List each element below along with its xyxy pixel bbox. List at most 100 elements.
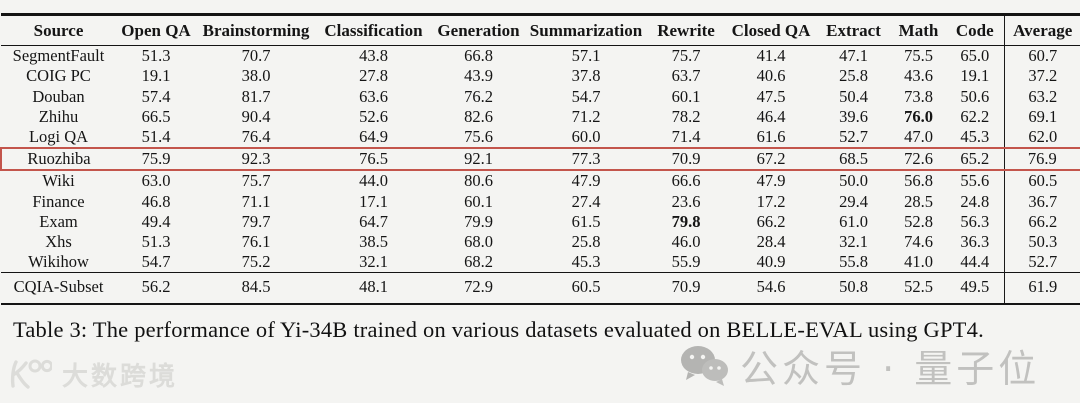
score-cell: 56.2	[116, 272, 196, 304]
score-cell: 75.7	[241, 171, 271, 191]
wechat-icon	[678, 343, 730, 389]
table-row: Exam 49.4 79.7 64.7 79.9 61.5 79.8 66.2 61.0 52.8…	[1, 211, 1080, 233]
score-cell: 60.1	[671, 86, 701, 106]
row-label: Zhihu	[38, 106, 79, 126]
table-body: SegmentFault 51.3 70.7 43.8 66.8 57.1 75.7 41.4…	[0, 45, 1080, 304]
score-cell: 55.6	[960, 171, 990, 191]
score-cell: 79.7	[241, 211, 271, 231]
score-cell: 68.5	[816, 147, 891, 172]
score-cell: 70.9	[646, 147, 726, 172]
score-cell: 61.6	[756, 127, 786, 147]
score-cell: 28.5	[904, 191, 933, 211]
score-cell: 45.3	[960, 127, 990, 147]
score-cell: 49.4	[141, 211, 171, 231]
table-row: Douban 57.4 81.7 63.6 76.2 54.7 60.1 47.5 50.4 73…	[1, 86, 1080, 107]
score-cell: 66.6	[671, 171, 701, 191]
score-cell: 36.3	[960, 232, 990, 252]
score-cell: 65.0	[960, 46, 990, 66]
score-cell: 50.0	[839, 171, 868, 191]
score-cell: 64.9	[359, 127, 388, 147]
score-cell: 39.6	[839, 106, 868, 126]
score-cell: 62.0	[1003, 127, 1080, 149]
score-cell: 50.3	[1003, 232, 1080, 253]
score-cell: 52.8	[904, 211, 933, 231]
score-cell: 73.8	[904, 86, 933, 106]
score-cell: 56.8	[904, 171, 933, 191]
score-cell: 76.2	[464, 86, 493, 106]
score-cell: 52.7	[1003, 252, 1080, 273]
table-row: SegmentFault 51.3 70.7 43.8 66.8 57.1 75.7 41.4…	[1, 45, 1080, 67]
score-cell: 75.9	[116, 147, 196, 172]
watermark-right-text: 公众号 · 量子位	[740, 347, 1041, 391]
column-header: Summarization	[526, 14, 646, 47]
column-header: Closed QA	[726, 14, 816, 47]
score-cell: 70.9	[646, 272, 726, 304]
score-cell: 47.5	[756, 86, 786, 106]
score-cell: 43.9	[464, 66, 493, 86]
score-cell: 43.6	[904, 66, 933, 86]
score-cell: 60.5	[526, 272, 646, 304]
score-cell: 71.1	[241, 191, 271, 211]
column-header: Generation	[431, 14, 526, 47]
score-cell: 81.7	[241, 86, 271, 106]
score-cell: 75.6	[464, 127, 493, 147]
score-cell: 23.6	[671, 191, 701, 211]
table-row: Xhs 51.3 76.1 38.5 68.0 25.8 46.0 28.4 32.1 74.6 3…	[1, 232, 1080, 253]
score-cell: 68.2	[464, 252, 493, 272]
dashu-logo-icon	[8, 358, 52, 392]
score-cell: 40.9	[756, 252, 786, 272]
score-cell: 68.0	[464, 232, 493, 252]
score-cell: 54.6	[726, 272, 816, 304]
score-cell: 76.9	[1003, 147, 1080, 172]
score-cell: 76.4	[241, 127, 271, 147]
score-cell: 65.2	[946, 147, 1004, 172]
score-cell: 27.8	[359, 66, 388, 86]
score-cell: 72.9	[431, 272, 526, 304]
column-header: Code	[946, 14, 1004, 47]
score-cell: 64.7	[359, 211, 388, 231]
score-cell: 51.3	[141, 232, 171, 252]
score-cell: 76.5	[316, 147, 431, 172]
table-row: Ruozhiba 75.9 92.3 76.5 92.1 77.3 70.9 67.2 68.5…	[0, 147, 1080, 172]
score-cell: 37.2	[1003, 66, 1080, 87]
score-cell: 76.1	[241, 232, 271, 252]
score-cell: 47.1	[839, 46, 868, 66]
row-label: Exam	[39, 211, 78, 231]
score-cell: 28.4	[756, 232, 786, 252]
score-cell: 41.0	[904, 252, 933, 272]
column-header: Brainstorming	[196, 14, 316, 47]
score-cell: 52.6	[359, 106, 388, 126]
header-row: Source Open QA Brainstorming Classification…	[1, 14, 1080, 47]
score-cell: 63.6	[359, 86, 388, 106]
row-label: Finance	[32, 191, 85, 211]
score-cell: 75.2	[241, 252, 271, 272]
score-cell: 54.7	[571, 86, 601, 106]
table-row: CQIA-Subset 56.2 84.5 48.1 72.9 60.5 70.9 54.6 5…	[1, 272, 1080, 304]
score-cell: 51.4	[141, 127, 171, 147]
table-row: Logi QA 51.4 76.4 64.9 75.6 60.0 71.4 61.6 52.7 4…	[1, 127, 1080, 149]
score-cell: 72.6	[891, 147, 946, 172]
row-label: Ruozhiba	[0, 147, 116, 172]
score-cell: 66.2	[1003, 211, 1080, 233]
score-cell: 24.8	[960, 191, 990, 211]
score-cell: 57.1	[571, 46, 601, 66]
row-label: Wikihow	[28, 252, 89, 272]
row-label: Logi QA	[28, 127, 89, 147]
score-cell: 40.6	[756, 66, 786, 86]
score-cell: 71.4	[671, 127, 701, 147]
row-label: CQIA-Subset	[1, 272, 116, 304]
score-cell: 67.2	[726, 147, 816, 172]
score-cell: 52.5	[891, 272, 946, 304]
score-cell: 38.0	[241, 66, 271, 86]
score-cell: 55.9	[671, 252, 701, 272]
score-cell: 47.9	[571, 171, 601, 191]
score-cell: 61.5	[571, 211, 601, 231]
score-cell: 61.0	[839, 211, 868, 231]
table-row: Wiki 63.0 75.7 44.0 80.6 47.9 66.6 47.9 50.0 56.8…	[1, 170, 1080, 192]
score-cell: 75.5	[904, 46, 933, 66]
table-row: COIG PC 19.1 38.0 27.8 43.9 37.8 63.7 40.6 25.8 4…	[1, 66, 1080, 87]
score-cell: 50.4	[839, 86, 868, 106]
row-label: SegmentFault	[12, 46, 105, 66]
score-cell: 41.4	[756, 46, 786, 66]
